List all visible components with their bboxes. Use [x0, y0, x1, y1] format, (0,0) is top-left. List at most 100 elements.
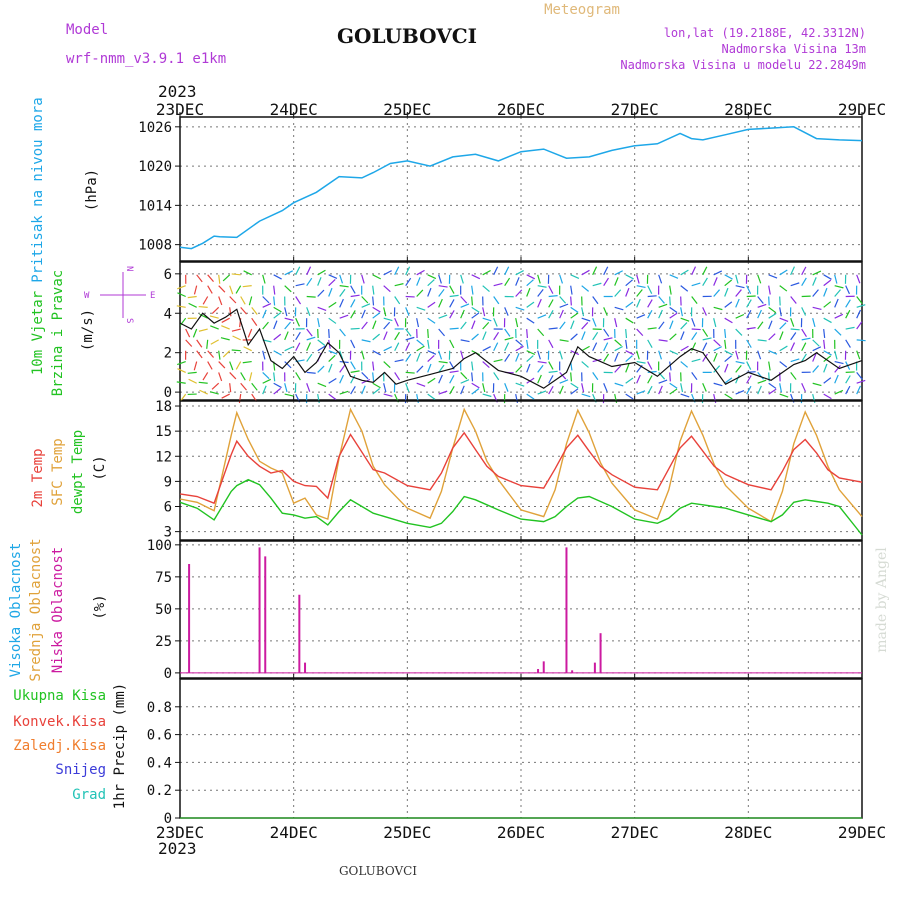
- wind-vector: [482, 317, 492, 322]
- wind-vector: [790, 296, 797, 304]
- wind-vector: [218, 296, 223, 306]
- wind-vector: [526, 363, 531, 373]
- wind-vector: [284, 321, 291, 330]
- wind-vector: [834, 285, 844, 289]
- wind-vector: [801, 266, 807, 276]
- wind-vector: [526, 279, 534, 287]
- model-label: Model: [66, 22, 108, 38]
- y-tick-label: 6: [164, 500, 172, 516]
- wind-vector: [746, 309, 752, 319]
- wind-vector: [460, 274, 464, 284]
- wind-panel: 0 2 4 6: [164, 257, 866, 404]
- wind-vector: [537, 350, 541, 360]
- wind-vector: [691, 317, 696, 327]
- temp-side-label-2: SFC Temp: [50, 438, 66, 505]
- wind-vector: [218, 274, 221, 284]
- wind-vector: [801, 342, 807, 351]
- wind-vector: [295, 266, 301, 276]
- wind-vector: [247, 328, 253, 338]
- wind-speed-line: [179, 308, 863, 389]
- wind-vector: [273, 274, 282, 280]
- wind-vector: [603, 307, 608, 316]
- sfc-temp-line: [179, 407, 863, 523]
- wind-vector: [295, 296, 302, 305]
- wind-vector: [834, 298, 839, 308]
- wind-vector: [768, 388, 777, 395]
- wind-vector: [372, 312, 381, 319]
- wind-vector: [757, 379, 767, 384]
- wind-vector: [193, 285, 198, 295]
- wind-vector: [416, 277, 421, 286]
- wind-vector: [779, 361, 788, 368]
- wind-vector: [790, 266, 795, 276]
- wind-vector: [242, 360, 252, 364]
- wind-vector: [339, 374, 344, 384]
- wind-vector: [757, 274, 762, 284]
- wind-vector: [504, 353, 511, 362]
- wind-vector: [372, 388, 381, 395]
- wind-vector: [361, 274, 365, 284]
- wind-vector: [647, 309, 653, 319]
- wind-vector: [691, 328, 701, 331]
- wind-vector: [548, 327, 558, 330]
- x-tick-label-top: 24DEC: [270, 100, 318, 119]
- wind-vector: [350, 386, 356, 395]
- wind-vector: [691, 296, 698, 305]
- wind-vector: [187, 371, 197, 374]
- wind-vector: [471, 388, 480, 395]
- compass-s: S: [124, 318, 134, 323]
- wind-vector: [394, 296, 401, 305]
- wind-vector: [306, 336, 316, 341]
- footer-station: GOLUBOVCI: [339, 864, 417, 878]
- wind-vector: [460, 350, 464, 360]
- wind-vector: [856, 309, 862, 319]
- cloud-panel: 0 25 50 75 100: [147, 536, 863, 682]
- wind-vector: [427, 354, 435, 362]
- wind-vector: [526, 301, 535, 308]
- wind-vector: [328, 393, 337, 400]
- wind-vector: [658, 303, 668, 308]
- wind-vector: [471, 320, 476, 330]
- wind-vector: [350, 327, 360, 330]
- wind-vector: [823, 287, 828, 297]
- wind-vector: [570, 382, 579, 389]
- wind-vector: [768, 382, 777, 389]
- wind-vector: [438, 364, 445, 373]
- wind-vector: [636, 314, 646, 319]
- wind-vector: [823, 355, 832, 363]
- wind-vector: [746, 339, 752, 348]
- wind-vector: [812, 365, 820, 373]
- wind-vector: [768, 320, 773, 330]
- wind-vector: [416, 339, 425, 347]
- wind-vector: [438, 274, 442, 284]
- wind-vector: [438, 314, 448, 319]
- wind-vector: [372, 274, 381, 280]
- wind-vector: [658, 321, 665, 330]
- wind-vector: [427, 317, 436, 324]
- wind-vector: [284, 393, 294, 397]
- cloud-unit-label: (%): [92, 594, 108, 619]
- wind-vector: [504, 342, 510, 351]
- wind-vector: [680, 361, 689, 368]
- wind-vector: [221, 393, 230, 399]
- wind-vector: [636, 274, 640, 284]
- wind-vector: [537, 298, 542, 308]
- wind-vector: [548, 295, 558, 298]
- wind-vector: [570, 320, 575, 330]
- compass-rose: W E N S: [84, 266, 155, 323]
- wind-vector: [570, 372, 573, 382]
- wind-vector: [177, 285, 186, 290]
- wind-vector: [526, 317, 535, 324]
- wind-vector: [460, 339, 470, 343]
- wind-vector: [262, 274, 266, 284]
- wind-vector: [537, 314, 547, 319]
- wind-vector: [471, 382, 480, 389]
- wind-vector: [185, 339, 193, 347]
- year-top: 2023: [158, 82, 197, 101]
- x-tick-label-top: 26DEC: [497, 100, 545, 119]
- wind-vector: [658, 350, 663, 360]
- wind-vector: [625, 350, 635, 356]
- wind-vector: [636, 360, 646, 364]
- wind-vector: [823, 274, 832, 280]
- wind-vector: [724, 377, 733, 384]
